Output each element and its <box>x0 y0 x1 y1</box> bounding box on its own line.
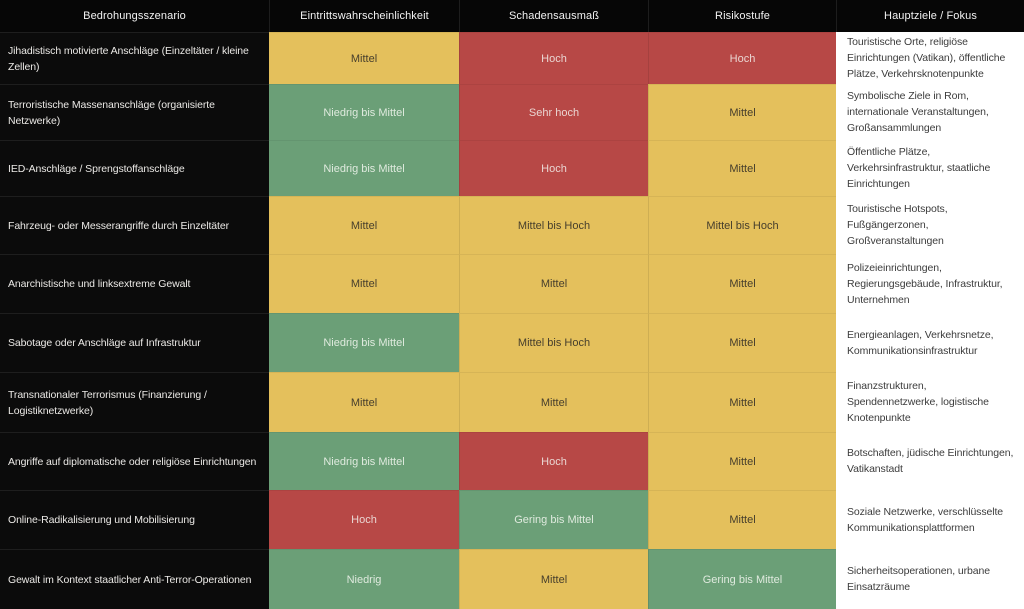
impact-cell: Gering bis Mittel <box>459 490 648 549</box>
likelihood-cell: Niedrig bis Mittel <box>269 313 459 372</box>
likelihood-cell: Mittel <box>269 32 459 84</box>
column-header: Bedrohungsszenario <box>0 0 269 32</box>
risk-cell: Mittel <box>648 313 836 372</box>
targets-cell: Symbolische Ziele in Rom, internationale… <box>836 84 1024 140</box>
likelihood-cell: Mittel <box>269 254 459 313</box>
targets-cell: Öffentliche Plätze, Verkehrsinfrastruktu… <box>836 140 1024 196</box>
risk-cell: Mittel <box>648 490 836 549</box>
risk-cell: Gering bis Mittel <box>648 549 836 609</box>
scenario-cell: Transnationaler Terrorismus (Finanzierun… <box>0 372 269 432</box>
impact-cell: Hoch <box>459 432 648 490</box>
likelihood-cell: Hoch <box>269 490 459 549</box>
impact-cell: Mittel <box>459 254 648 313</box>
likelihood-cell: Mittel <box>269 372 459 432</box>
targets-cell: Botschaften, jüdische Einrichtungen, Vat… <box>836 432 1024 490</box>
scenario-cell: Gewalt im Kontext staatlicher Anti-Terro… <box>0 549 269 609</box>
column-header: Risikostufe <box>648 0 836 32</box>
column-header: Hauptziele / Fokus <box>836 0 1024 32</box>
scenario-cell: Online-Radikalisierung und Mobilisierung <box>0 490 269 549</box>
likelihood-cell: Niedrig bis Mittel <box>269 84 459 140</box>
column-header: Eintrittswahrscheinlichkeit <box>269 0 459 32</box>
risk-cell: Mittel <box>648 84 836 140</box>
scenario-cell: Fahrzeug- oder Messerangriffe durch Einz… <box>0 196 269 254</box>
targets-cell: Energieanlagen, Verkehrsnetze, Kommunika… <box>836 313 1024 372</box>
risk-cell: Mittel <box>648 432 836 490</box>
scenario-cell: Angriffe auf diplomatische oder religiös… <box>0 432 269 490</box>
scenario-cell: IED-Anschläge / Sprengstoffanschläge <box>0 140 269 196</box>
impact-cell: Mittel <box>459 372 648 432</box>
risk-cell: Mittel bis Hoch <box>648 196 836 254</box>
risk-cell: Mittel <box>648 140 836 196</box>
likelihood-cell: Niedrig bis Mittel <box>269 140 459 196</box>
scenario-cell: Jihadistisch motivierte Anschläge (Einze… <box>0 32 269 84</box>
targets-cell: Soziale Netzwerke, verschlüsselte Kommun… <box>836 490 1024 549</box>
impact-cell: Mittel bis Hoch <box>459 313 648 372</box>
likelihood-cell: Mittel <box>269 196 459 254</box>
impact-cell: Hoch <box>459 140 648 196</box>
scenario-cell: Sabotage oder Anschläge auf Infrastruktu… <box>0 313 269 372</box>
likelihood-cell: Niedrig <box>269 549 459 609</box>
impact-cell: Mittel <box>459 549 648 609</box>
impact-cell: Hoch <box>459 32 648 84</box>
scenario-cell: Anarchistische und linksextreme Gewalt <box>0 254 269 313</box>
risk-cell: Mittel <box>648 372 836 432</box>
impact-cell: Mittel bis Hoch <box>459 196 648 254</box>
scenario-cell: Terroristische Massenanschläge (organisi… <box>0 84 269 140</box>
risk-cell: Hoch <box>648 32 836 84</box>
impact-cell: Sehr hoch <box>459 84 648 140</box>
likelihood-cell: Niedrig bis Mittel <box>269 432 459 490</box>
column-header: Schadensausmaß <box>459 0 648 32</box>
risk-cell: Mittel <box>648 254 836 313</box>
targets-cell: Sicherheitsoperationen, urbane Einsatzrä… <box>836 549 1024 609</box>
targets-cell: Touristische Orte, religiöse Einrichtung… <box>836 32 1024 84</box>
targets-cell: Touristische Hotspots, Fußgängerzonen, G… <box>836 196 1024 254</box>
targets-cell: Finanzstrukturen, Spendennetzwerke, logi… <box>836 372 1024 432</box>
targets-cell: Polizeieinrichtungen, Regierungsgebäude,… <box>836 254 1024 313</box>
